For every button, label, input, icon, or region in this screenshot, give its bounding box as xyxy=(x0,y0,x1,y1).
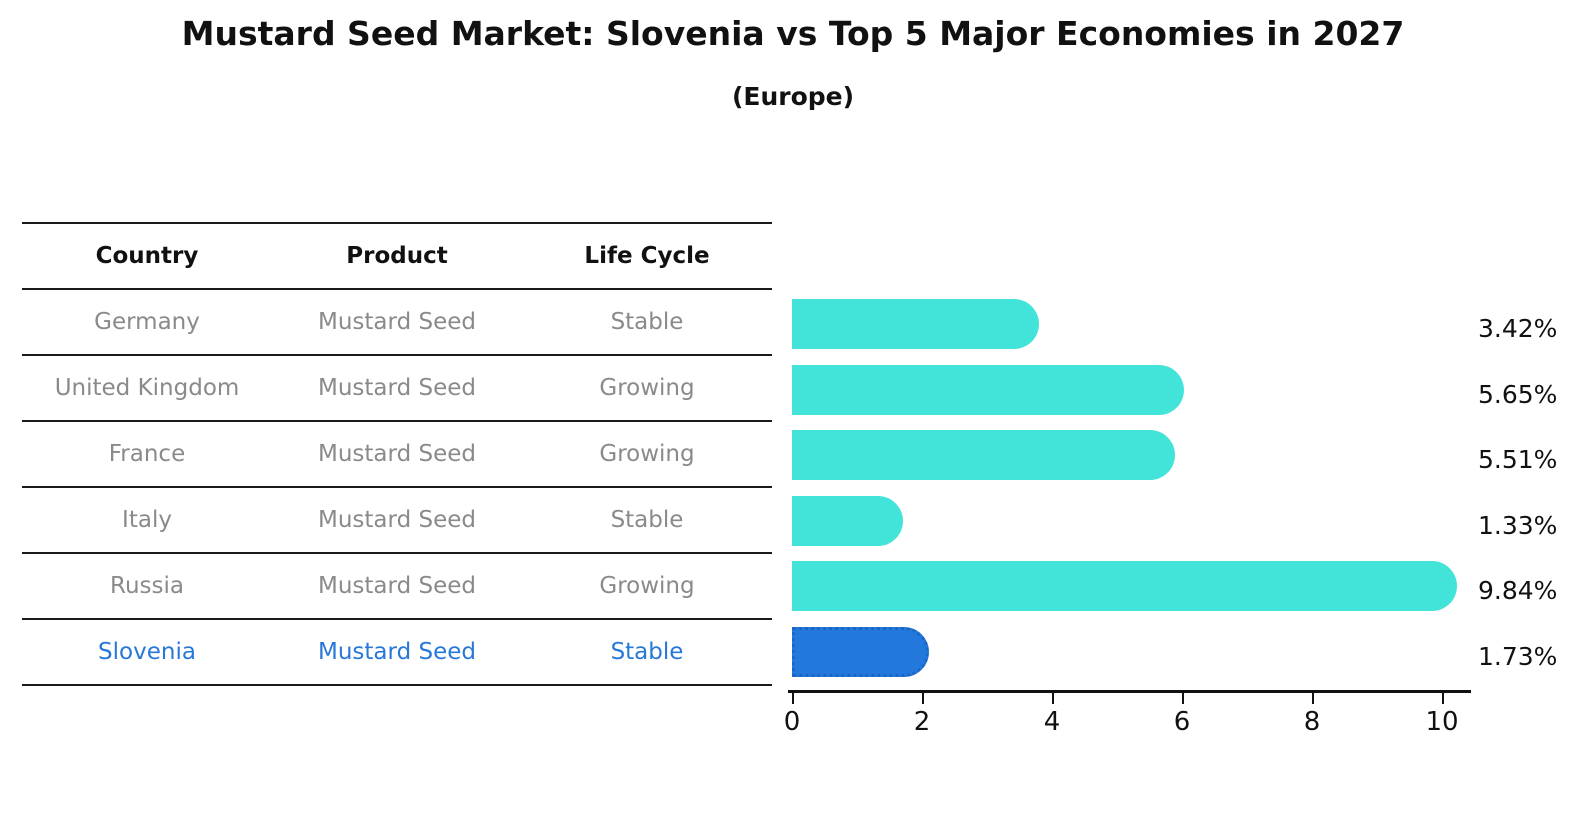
bar-slovenia xyxy=(792,627,930,677)
product-cell: Mustard Seed xyxy=(318,441,476,467)
x-tick-mark-8 xyxy=(1312,693,1314,704)
chart-title: Mustard Seed Market: Slovenia vs Top 5 M… xyxy=(181,14,1405,53)
life-cycle-cell: Growing xyxy=(599,441,695,467)
life-cycle-cell: Growing xyxy=(599,573,695,599)
value-label-united-kingdom: 5.65% xyxy=(1478,379,1558,409)
x-tick-label-4: 4 xyxy=(1043,707,1061,737)
bar-italy xyxy=(792,495,904,546)
value-label-france: 5.51% xyxy=(1478,445,1558,475)
value-label-germany: 3.42% xyxy=(1478,314,1558,343)
life-cycle-cell: Stable xyxy=(610,309,684,335)
x-tick-label-10: 10 xyxy=(1425,707,1459,737)
x-tick-label-6: 6 xyxy=(1173,707,1191,737)
x-tick-label-2: 2 xyxy=(913,707,931,737)
country-cell: France xyxy=(108,441,186,467)
table-row-italy: Italy Mustard Seed Stable xyxy=(22,488,772,554)
x-tick-mark-2 xyxy=(922,693,924,704)
country-cell: Germany xyxy=(94,309,200,335)
table-row-germany: Germany Mustard Seed Stable xyxy=(22,290,772,356)
bar-united-kingdom xyxy=(792,364,1185,415)
table-header-row: Country Product Life Cycle xyxy=(22,222,772,290)
country-table: Country Product Life Cycle Germany Mustar… xyxy=(22,222,772,686)
table-row-russia: Russia Mustard Seed Growing xyxy=(22,554,772,620)
bar-germany xyxy=(792,299,1040,349)
country-cell: Russia xyxy=(110,573,184,599)
value-label-slovenia: 1.73% xyxy=(1478,642,1558,671)
product-cell: Mustard Seed xyxy=(318,573,476,599)
table-row-france: France Mustard Seed Growing xyxy=(22,422,772,488)
bar-france xyxy=(792,430,1176,481)
product-cell: Mustard Seed xyxy=(318,507,476,533)
x-tick-mark-0 xyxy=(792,693,794,704)
x-axis-line xyxy=(788,690,1471,693)
country-cell: Italy xyxy=(122,507,172,533)
life-cycle-cell: Growing xyxy=(599,375,695,401)
bar-russia xyxy=(792,561,1457,612)
life-cycle-cell: Stable xyxy=(610,639,684,665)
value-label-russia: 9.84% xyxy=(1478,576,1558,606)
country-cell: Slovenia xyxy=(98,639,196,665)
x-tick-mark-4 xyxy=(1052,693,1054,704)
table-body: Germany Mustard Seed Stable United Kingdom M… xyxy=(22,290,772,686)
x-tick-label-8: 8 xyxy=(1303,707,1321,737)
value-label-italy: 1.33% xyxy=(1478,510,1558,540)
product-cell: Mustard Seed xyxy=(318,375,476,401)
product-cell: Mustard Seed xyxy=(318,309,476,335)
table-row-united-kingdom: United Kingdom Mustard Seed Growing xyxy=(22,356,772,422)
product-cell: Mustard Seed xyxy=(318,639,476,665)
x-tick-label-0: 0 xyxy=(783,707,801,737)
country-cell: United Kingdom xyxy=(54,375,240,401)
x-tick-mark-10 xyxy=(1442,693,1444,704)
life-cycle-cell: Stable xyxy=(610,507,684,533)
column-header-country: Country xyxy=(95,243,199,269)
column-header-product: Product xyxy=(346,243,448,269)
column-header-life-cycle: Life Cycle xyxy=(584,243,710,269)
x-tick-mark-6 xyxy=(1182,693,1184,704)
table-row-slovenia: Slovenia Mustard Seed Stable xyxy=(22,620,772,686)
chart-subtitle: (Europe) xyxy=(731,82,855,111)
